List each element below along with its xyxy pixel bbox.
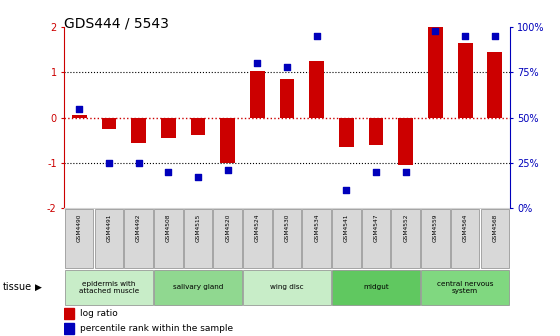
Text: GDS444 / 5543: GDS444 / 5543 xyxy=(64,17,169,31)
Bar xyxy=(101,118,116,129)
Bar xyxy=(131,118,146,142)
Bar xyxy=(161,118,176,138)
Text: salivary gland: salivary gland xyxy=(173,284,223,290)
Point xyxy=(401,169,410,175)
Point xyxy=(342,187,351,193)
Bar xyxy=(398,118,413,165)
Bar xyxy=(309,61,324,118)
Bar xyxy=(279,79,295,118)
Point xyxy=(223,168,232,173)
Point xyxy=(105,160,114,166)
Text: GSM4520: GSM4520 xyxy=(225,213,230,242)
Point xyxy=(164,169,173,175)
Bar xyxy=(428,27,443,118)
FancyBboxPatch shape xyxy=(302,209,331,268)
FancyBboxPatch shape xyxy=(243,269,331,305)
Bar xyxy=(368,118,384,145)
Point xyxy=(282,64,291,70)
FancyBboxPatch shape xyxy=(65,209,94,268)
Text: GSM4530: GSM4530 xyxy=(284,213,290,242)
FancyBboxPatch shape xyxy=(213,209,242,268)
FancyBboxPatch shape xyxy=(243,209,272,268)
Text: log ratio: log ratio xyxy=(80,309,118,318)
Text: GSM4508: GSM4508 xyxy=(166,213,171,242)
FancyBboxPatch shape xyxy=(184,209,212,268)
Bar xyxy=(220,118,235,163)
Text: epidermis with
attached muscle: epidermis with attached muscle xyxy=(79,281,139,294)
Bar xyxy=(339,118,354,147)
FancyBboxPatch shape xyxy=(273,209,301,268)
Text: GSM4515: GSM4515 xyxy=(195,213,200,242)
Text: GSM4547: GSM4547 xyxy=(374,213,379,242)
Point xyxy=(75,106,84,111)
Point xyxy=(194,175,203,180)
FancyBboxPatch shape xyxy=(421,209,450,268)
FancyBboxPatch shape xyxy=(95,209,123,268)
Point xyxy=(491,33,500,39)
Bar xyxy=(64,308,74,319)
Bar xyxy=(64,323,74,335)
Text: GSM4492: GSM4492 xyxy=(136,213,141,242)
Text: GSM4541: GSM4541 xyxy=(344,213,349,242)
Text: GSM4552: GSM4552 xyxy=(403,213,408,242)
Text: GSM4564: GSM4564 xyxy=(463,213,468,242)
Text: midgut: midgut xyxy=(363,284,389,290)
Point xyxy=(134,160,143,166)
Text: GSM4559: GSM4559 xyxy=(433,213,438,242)
FancyBboxPatch shape xyxy=(154,209,183,268)
Point xyxy=(460,33,469,39)
Bar xyxy=(250,71,265,118)
Text: GSM4534: GSM4534 xyxy=(314,213,319,242)
FancyBboxPatch shape xyxy=(154,269,242,305)
Text: GSM4491: GSM4491 xyxy=(106,213,111,242)
Text: tissue: tissue xyxy=(3,282,32,292)
Point xyxy=(253,60,262,66)
FancyBboxPatch shape xyxy=(421,269,509,305)
Point xyxy=(431,28,440,33)
Point xyxy=(372,169,381,175)
FancyBboxPatch shape xyxy=(332,209,361,268)
Text: GSM4490: GSM4490 xyxy=(77,213,82,242)
Text: central nervous
system: central nervous system xyxy=(437,281,493,294)
Point xyxy=(312,33,321,39)
Bar xyxy=(487,52,502,118)
Text: percentile rank within the sample: percentile rank within the sample xyxy=(80,324,233,333)
FancyBboxPatch shape xyxy=(362,209,390,268)
FancyBboxPatch shape xyxy=(391,209,420,268)
FancyBboxPatch shape xyxy=(480,209,509,268)
Text: GSM4524: GSM4524 xyxy=(255,213,260,242)
Text: ▶: ▶ xyxy=(35,283,42,292)
Bar xyxy=(458,43,473,118)
FancyBboxPatch shape xyxy=(124,209,153,268)
Text: GSM4568: GSM4568 xyxy=(492,213,497,242)
Bar xyxy=(72,115,87,118)
FancyBboxPatch shape xyxy=(65,269,153,305)
Bar xyxy=(190,118,206,135)
Text: wing disc: wing disc xyxy=(270,284,304,290)
FancyBboxPatch shape xyxy=(451,209,479,268)
FancyBboxPatch shape xyxy=(332,269,420,305)
